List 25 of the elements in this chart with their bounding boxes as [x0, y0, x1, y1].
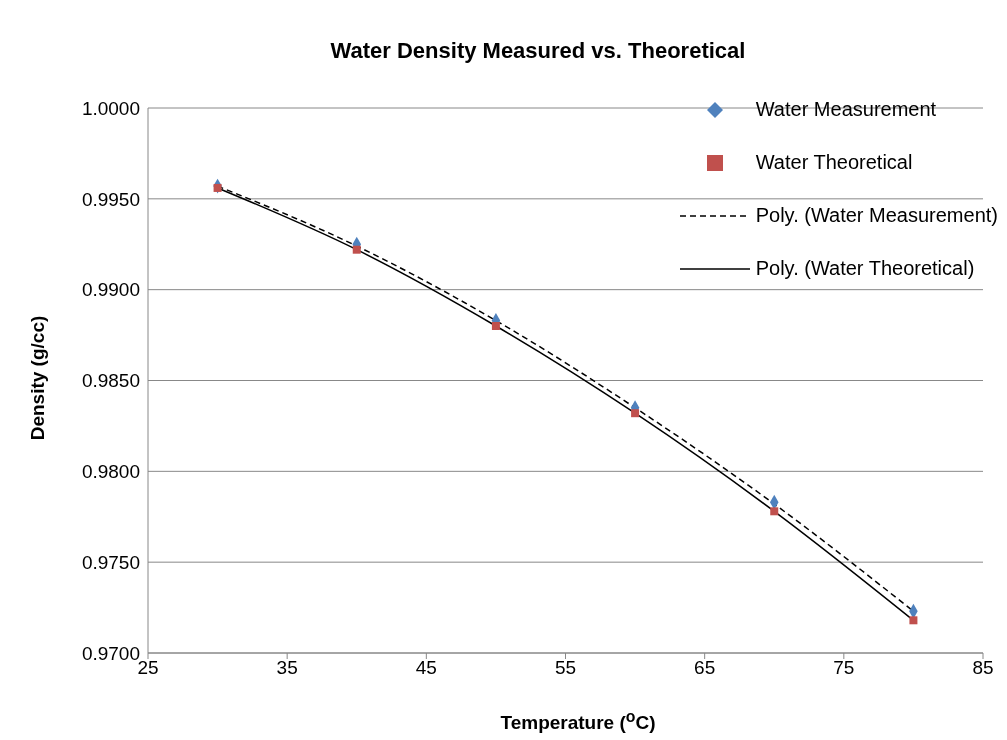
legend-label: Water Measurement [755, 98, 937, 121]
point [491, 322, 500, 330]
y-tick-label: 0.9750 [81, 551, 140, 573]
x-tick-label: 85 [972, 657, 994, 679]
x-axis-title: Temperature ($^{o}$C) [499, 708, 657, 735]
legend-label: Poly. (Water Theoretical) [755, 257, 975, 280]
x-tick-label: 35 [276, 657, 298, 679]
x-tick-label: 65 [694, 657, 716, 679]
point [213, 183, 222, 192]
x-tick-label: 45 [415, 657, 437, 679]
y-axis-title: Density (g/cc) [27, 315, 49, 441]
legend-label: Poly. (Water Measurement) [755, 204, 998, 227]
y-tick-label: 0.9800 [81, 461, 140, 483]
point [631, 409, 640, 418]
chart-title: Water Density Measured vs. Theoretical [329, 38, 747, 64]
point [770, 507, 779, 516]
x-tick-label: 75 [833, 657, 855, 679]
point [352, 245, 361, 254]
legend-label: Water Theoretical [755, 151, 913, 174]
y-tick-label: 0.9850 [81, 370, 140, 392]
x-tick-label: 55 [554, 657, 577, 679]
point [909, 616, 918, 625]
y-tick-label: 1.0000 [81, 97, 140, 119]
y-tick-label: 0.9950 [81, 188, 140, 210]
y-tick-label: 0.9900 [81, 279, 140, 301]
